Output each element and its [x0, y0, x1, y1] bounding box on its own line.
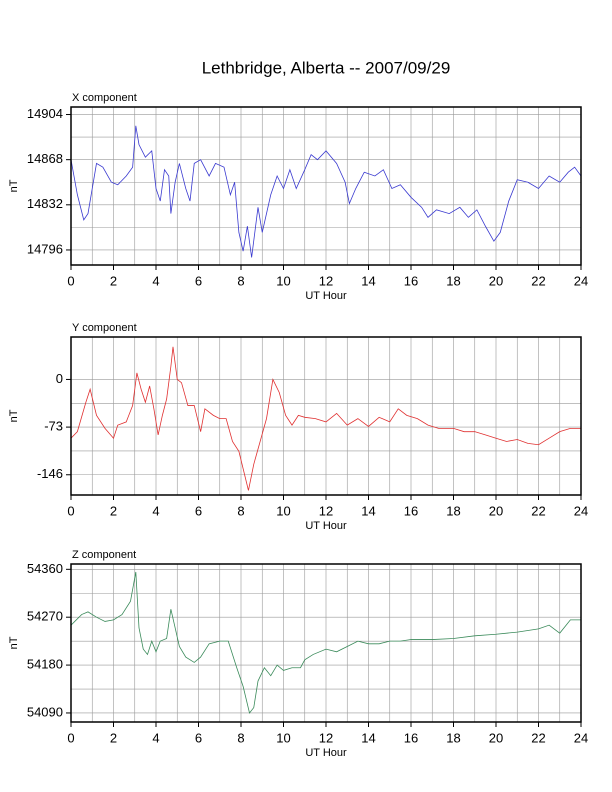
- x-tick-label: 6: [195, 273, 202, 288]
- x-tick-label: 24: [574, 273, 588, 288]
- x-tick-label: 20: [489, 730, 503, 745]
- x-tick-label: 8: [237, 503, 244, 518]
- x-tick-label: 2: [110, 273, 117, 288]
- y-tick-label: -73: [44, 419, 63, 434]
- x-tick-label: 0: [67, 503, 74, 518]
- x-tick-label: 24: [574, 503, 588, 518]
- x-tick-label: 2: [110, 503, 117, 518]
- x-axis-label: UT Hour: [305, 520, 347, 532]
- x-tick-label: 10: [276, 503, 290, 518]
- x-tick-label: 12: [319, 503, 333, 518]
- x-tick-label: 16: [404, 730, 418, 745]
- y-axis-label: nT: [8, 409, 20, 422]
- y-tick-label: 54360: [27, 561, 63, 576]
- x-tick-label: 22: [531, 503, 545, 518]
- y-tick-label: 54180: [27, 657, 63, 672]
- x-tick-label: 18: [446, 730, 460, 745]
- x-tick-label: 16: [404, 503, 418, 518]
- y-axis-label: nT: [8, 179, 20, 192]
- y-tick-label: 0: [56, 371, 63, 386]
- x-tick-label: 6: [195, 730, 202, 745]
- panel-title: Z component: [72, 549, 136, 561]
- x-tick-label: 22: [531, 273, 545, 288]
- x-axis-label: UT Hour: [305, 747, 347, 759]
- x-tick-label: 14: [361, 730, 375, 745]
- x-axis-label: UT Hour: [305, 290, 347, 302]
- data-line: [70, 571, 581, 714]
- x-tick-label: 4: [152, 730, 159, 745]
- x-tick-label: 6: [195, 503, 202, 518]
- x-tick-label: 24: [574, 730, 588, 745]
- x-tick-label: 4: [152, 503, 159, 518]
- panel-title: X component: [72, 92, 137, 104]
- x-tick-label: 22: [531, 730, 545, 745]
- y-axis-label: nT: [8, 636, 20, 649]
- data-line: [70, 125, 582, 258]
- panel-title: Y component: [72, 322, 137, 334]
- y-tick-label: 54270: [27, 609, 63, 624]
- y-tick-label: 14868: [27, 151, 63, 166]
- x-tick-label: 2: [110, 730, 117, 745]
- x-tick-label: 20: [489, 503, 503, 518]
- x-tick-label: 8: [237, 273, 244, 288]
- x-tick-label: 12: [319, 273, 333, 288]
- x-tick-label: 0: [67, 730, 74, 745]
- x-tick-label: 0: [67, 273, 74, 288]
- x-tick-label: 20: [489, 273, 503, 288]
- y-tick-label: 14904: [27, 106, 63, 121]
- x-tick-label: 14: [361, 503, 375, 518]
- x-tick-label: 18: [446, 273, 460, 288]
- x-tick-label: 8: [237, 730, 244, 745]
- y-tick-label: 54090: [27, 704, 63, 719]
- x-tick-label: 4: [152, 273, 159, 288]
- x-tick-label: 16: [404, 273, 418, 288]
- x-tick-label: 14: [361, 273, 375, 288]
- y-tick-label: 14832: [27, 196, 63, 211]
- y-tick-label: -146: [37, 466, 63, 481]
- data-line: [70, 346, 581, 491]
- page-title: Lethbridge, Alberta -- 2007/09/29: [202, 58, 451, 77]
- x-tick-label: 18: [446, 503, 460, 518]
- x-tick-label: 10: [276, 730, 290, 745]
- y-tick-label: 14796: [27, 241, 63, 256]
- x-tick-label: 12: [319, 730, 333, 745]
- x-tick-label: 10: [276, 273, 290, 288]
